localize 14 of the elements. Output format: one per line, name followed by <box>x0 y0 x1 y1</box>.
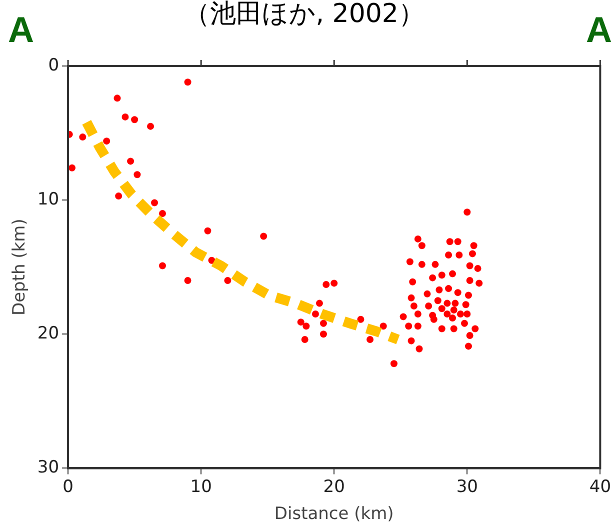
text: A <box>586 8 612 50</box>
y-tick-label: 30 <box>37 458 60 478</box>
x-tick-label: 20 <box>323 476 345 497</box>
x-tick-label: 40 <box>589 476 612 497</box>
y-axis-title: Depth (km) <box>10 218 30 316</box>
text: A <box>8 8 34 50</box>
chart-title: （池田ほか, 2002） <box>184 0 424 29</box>
y-tick-label: 10 <box>37 189 60 210</box>
y-tick-label: 0 <box>48 55 60 76</box>
x-tick-label: 30 <box>456 476 478 497</box>
y-tick-label: 20 <box>37 324 60 344</box>
x-tick-label: 10 <box>190 476 212 497</box>
x-axis-title: Distance (km) <box>274 504 394 524</box>
x-tick-label: 0 <box>62 476 74 497</box>
